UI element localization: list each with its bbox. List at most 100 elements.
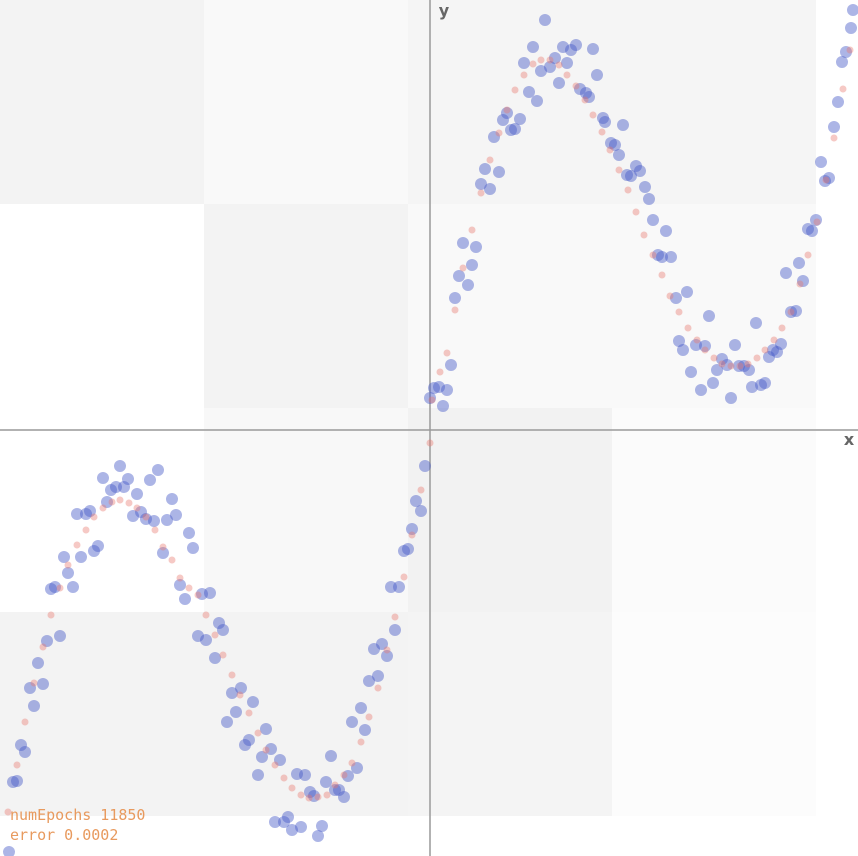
point (725, 392, 737, 404)
point (168, 556, 176, 564)
point (813, 218, 821, 226)
point (97, 472, 109, 484)
point (265, 743, 277, 755)
point (649, 251, 657, 259)
point (15, 739, 27, 751)
point (771, 346, 783, 358)
point (194, 591, 202, 599)
point (54, 630, 66, 642)
point (675, 308, 683, 316)
point (495, 129, 503, 137)
point (235, 682, 247, 694)
point (320, 776, 332, 788)
point (269, 816, 281, 828)
point (531, 95, 543, 107)
point (428, 396, 436, 404)
point (453, 270, 465, 282)
point (428, 382, 440, 394)
point (539, 14, 551, 26)
point (591, 69, 603, 81)
point (37, 678, 49, 690)
point (640, 231, 648, 239)
point (133, 504, 141, 512)
point (4, 808, 12, 816)
point (451, 306, 459, 314)
point (433, 381, 445, 393)
point (445, 359, 457, 371)
point (295, 821, 307, 833)
point (497, 114, 509, 126)
point (62, 567, 74, 579)
point (228, 671, 236, 679)
point (716, 353, 728, 365)
point (665, 251, 677, 263)
point (116, 496, 124, 504)
point (505, 124, 517, 136)
point (174, 579, 186, 591)
y-axis-label: y (439, 1, 450, 20)
point (56, 584, 64, 592)
point (308, 790, 320, 802)
point (299, 769, 311, 781)
point (815, 156, 827, 168)
point (424, 392, 436, 404)
point (839, 85, 847, 93)
point (408, 531, 416, 539)
point (666, 292, 674, 300)
point (583, 91, 595, 103)
point (710, 354, 718, 362)
point (685, 366, 697, 378)
point (527, 41, 539, 53)
point (402, 543, 414, 555)
point (7, 776, 19, 788)
point (486, 156, 494, 164)
point (738, 360, 750, 372)
point (286, 824, 298, 836)
point (684, 324, 692, 332)
point (767, 344, 779, 356)
point (82, 526, 90, 534)
point (252, 769, 264, 781)
point (92, 540, 104, 552)
point (247, 696, 259, 708)
point (282, 811, 294, 823)
point (159, 543, 167, 551)
point (520, 71, 528, 79)
point (690, 339, 702, 351)
point (790, 305, 802, 317)
point (643, 193, 655, 205)
point (200, 634, 212, 646)
point (514, 113, 526, 125)
point (537, 56, 545, 64)
point (122, 473, 134, 485)
point (426, 439, 434, 447)
point (166, 493, 178, 505)
point (830, 134, 838, 142)
point (822, 176, 830, 184)
point (325, 750, 337, 762)
point (3, 846, 15, 856)
point (372, 670, 384, 682)
point (108, 498, 116, 506)
point (509, 123, 521, 135)
point (599, 116, 611, 128)
point (639, 181, 651, 193)
point (846, 46, 854, 54)
point (256, 751, 268, 763)
point (13, 761, 21, 769)
error-text: error 0.0002 (10, 826, 118, 844)
point (11, 775, 23, 787)
point (304, 786, 316, 798)
point (110, 481, 122, 493)
point (501, 107, 513, 119)
point (763, 351, 775, 363)
point (793, 257, 805, 269)
point (135, 506, 147, 518)
point (101, 496, 113, 508)
point (346, 716, 358, 728)
point (572, 82, 580, 90)
point (243, 734, 255, 746)
point (797, 275, 809, 287)
point (523, 86, 535, 98)
point (658, 271, 666, 279)
